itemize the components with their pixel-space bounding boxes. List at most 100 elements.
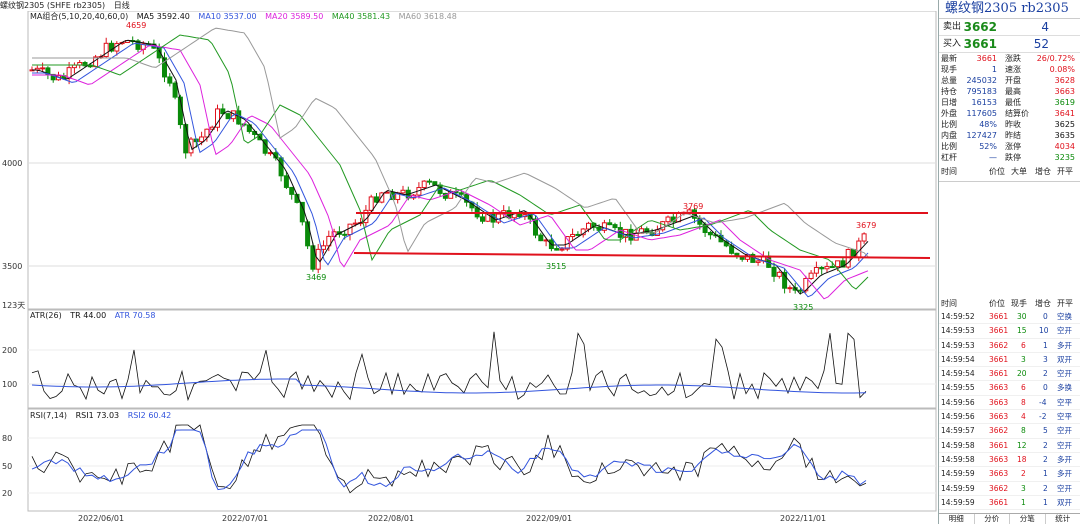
ma-legend: MA组合(5,10,20,40,60,0) MA5 3592.40 MA10 3… (30, 11, 463, 22)
candle-body (771, 266, 777, 277)
price-tick-label: 4000 (2, 159, 23, 168)
candle-body (798, 289, 803, 292)
buy-volume: 52 (1033, 37, 1049, 51)
quote-row: 最新 3661 涨跌 26/0.72% (941, 54, 1075, 63)
tick-list[interactable]: 14:59:52 3661 30 0 空换 14:59:53 3661 15 10 空开 14:… (939, 310, 1080, 511)
candle-body (162, 57, 167, 78)
candle-body (861, 233, 867, 242)
date-label: 2022/08/01 (368, 514, 415, 523)
tr-value: TR 44.00 (70, 311, 107, 320)
candle-body (135, 40, 141, 50)
candle-body (533, 218, 538, 236)
ma20-value: MA20 3589.50 (265, 12, 324, 21)
candle-body (835, 260, 841, 268)
rsi-legend-label[interactable]: RSI(7,14) (30, 411, 68, 420)
tick-row: 14:59:58 3663 18 2 多开 (939, 453, 1080, 468)
candle-body (283, 175, 289, 188)
ma-legend-label[interactable]: MA组合(5,10,20,40,60,0) (30, 12, 129, 21)
quote-row: 比例 48% 昨收 3625 (941, 120, 1075, 129)
candle-body (633, 232, 639, 241)
candle-body (204, 128, 210, 138)
quote-row: 外盘 117605 结算价 3641 (941, 109, 1075, 118)
ma40-value: MA40 3581.43 (331, 12, 391, 21)
quote-panel: 螺纹钢2305 rb2305 卖出 3662 4 买入 3661 52 最新 36… (938, 0, 1080, 524)
candle-body (570, 233, 576, 238)
tab-trades[interactable]: 分笔 (1010, 514, 1046, 524)
tab-price[interactable]: 分价 (975, 514, 1010, 524)
high-annotation: 3679 (856, 221, 877, 230)
quote-grid: 最新 3661 涨跌 26/0.72% 现手 1 速涨 0.08% 总量 245032 开盘 36… (939, 53, 1080, 182)
date-label: 2022/09/01 (526, 514, 573, 523)
candle-body (782, 271, 788, 289)
rsi-tick-label: 50 (2, 462, 13, 471)
top-toolbar: 螺纹钢2305 (SHFE rb2305) 日线 (0, 0, 938, 11)
candle-body (787, 287, 793, 290)
candle-body (400, 189, 406, 194)
tick-row: 14:59:58 3661 12 2 空开 (939, 439, 1080, 453)
tick-row: 14:59:56 3663 8 -4 空平 (939, 396, 1080, 411)
candle-body (40, 67, 46, 70)
quote-row: 比例 52% 涨停 4034 (941, 142, 1075, 151)
quote-row: 总量 245032 开盘 3628 (941, 76, 1075, 85)
atr-legend-label[interactable]: ATR(26) (30, 311, 62, 320)
buy-price: 3661 (963, 37, 997, 51)
candle-body (321, 245, 326, 250)
ma10-line (32, 42, 869, 298)
support-line (353, 252, 931, 259)
candle-body (649, 231, 655, 236)
sell-row[interactable]: 卖出 3662 4 (939, 19, 1080, 36)
date-label: 2022/06/01 (78, 514, 125, 523)
high-annotation: 3769 (683, 202, 704, 211)
candle-body (538, 234, 544, 242)
rsi2-line (31, 429, 867, 491)
tick-row: 14:59:59 3661 1 1 双开 (939, 496, 1080, 511)
tab-stats[interactable]: 统计 (1046, 514, 1080, 524)
candle-body (278, 157, 284, 177)
candle-body (427, 180, 432, 183)
candle-body (199, 136, 205, 143)
symbol-menu[interactable]: 螺纹钢2305 (SHFE rb2305) (0, 1, 106, 10)
candle-body (103, 42, 109, 58)
candle-body (575, 233, 581, 236)
candle-body (824, 266, 830, 270)
candle-body (374, 196, 379, 203)
quote-row: 杠杆 — 跌停 3235 (941, 153, 1075, 162)
date-label: 2022/11/01 (780, 514, 827, 523)
ma40-line (32, 34, 869, 290)
candle-body (45, 67, 51, 75)
date-label: 2022/07/01 (222, 514, 269, 523)
candle-body (225, 113, 231, 120)
candle-body (665, 216, 671, 223)
candle-body (707, 232, 713, 236)
sell-label: 卖出 (943, 22, 962, 32)
low-annotation: 3325 (793, 303, 814, 312)
chart-area[interactable]: 螺纹钢2305 (SHFE rb2305) 日线 MA组合(5,10,20,40… (0, 0, 938, 524)
quote-row: 日增 16153 最低 3619 (941, 98, 1075, 107)
quote-row: 内盘 127427 昨结 3635 (941, 131, 1075, 140)
rsi-tick-label: 20 (2, 489, 13, 498)
atr-legend: ATR(26) TR 44.00 ATR 70.58 (30, 311, 161, 320)
contract-title: 螺纹钢2305 rb2305 (939, 0, 1080, 19)
rsi1-value: RSI1 73.03 (75, 411, 120, 420)
low-annotation: 3515 (546, 262, 567, 271)
candle-body (554, 248, 560, 251)
kline-chart-svg[interactable] (0, 0, 938, 524)
price-tick-label: 3500 (2, 262, 23, 271)
ma10-value: MA10 3537.00 (198, 12, 257, 21)
candle-body (829, 266, 835, 269)
quote-row: 现手 1 速涨 0.08% (941, 65, 1075, 74)
candle-body (755, 260, 761, 263)
rsi1-line (31, 424, 867, 494)
tick-row: 14:59:59 3662 3 2 空开 (939, 482, 1080, 496)
candle-body (347, 223, 353, 236)
candle-body (586, 222, 591, 230)
candle-body (808, 272, 814, 279)
atr-panel-frame (27, 309, 937, 409)
tab-detail[interactable]: 明细 (939, 514, 975, 524)
candle-body (559, 248, 565, 251)
candle-body (156, 47, 162, 59)
period-menu[interactable]: 日线 (113, 1, 130, 10)
tick-row: 14:59:57 3662 8 5 空开 (939, 424, 1080, 439)
buy-row[interactable]: 买入 3661 52 (939, 36, 1080, 53)
candle-body (87, 65, 93, 68)
